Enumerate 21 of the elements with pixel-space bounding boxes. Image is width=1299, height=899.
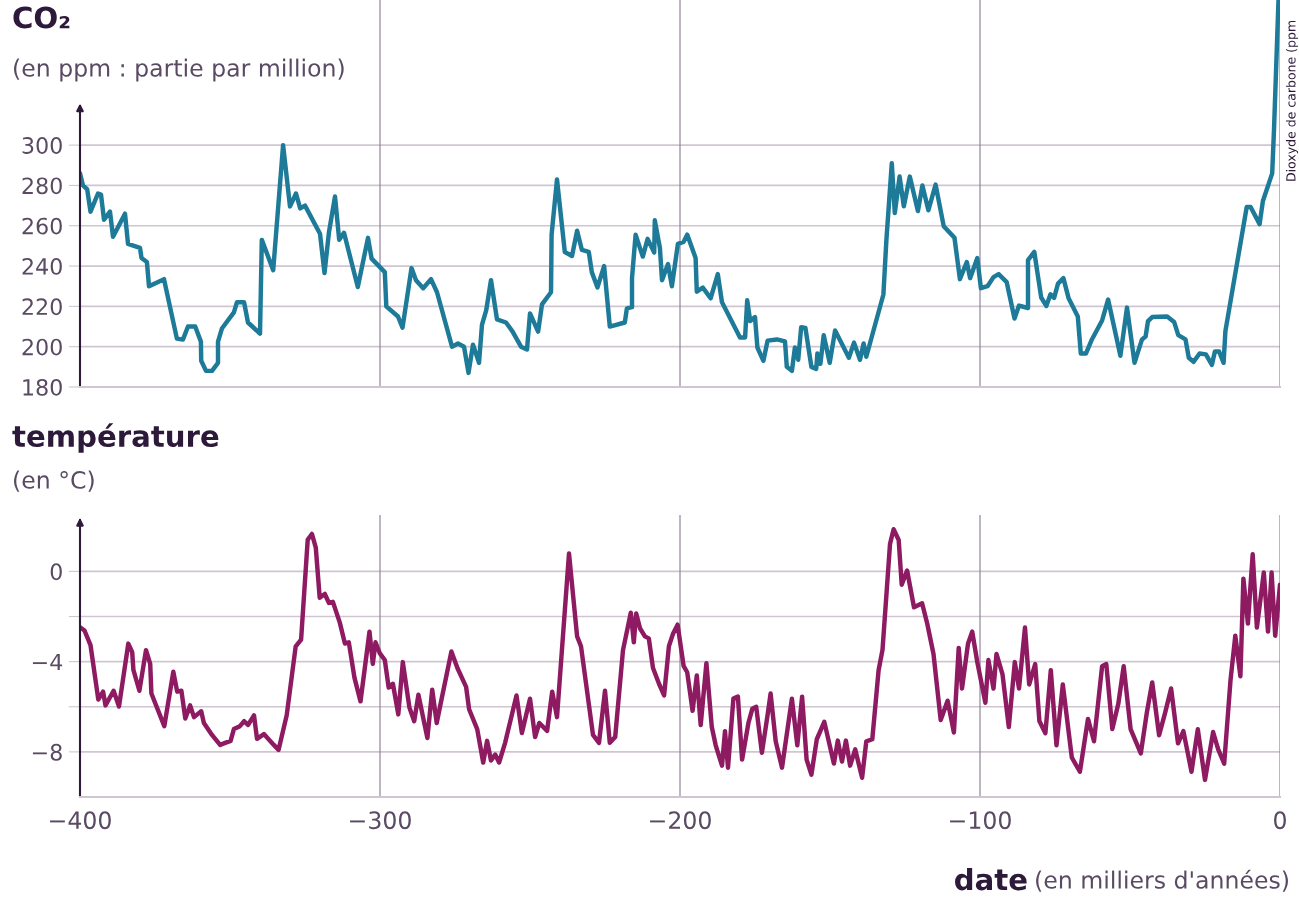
y-tick-label: −8 [32,743,62,761]
chart-title: CO₂ [13,6,70,29]
x-tick-label: −300 [350,811,411,830]
y-tick-label: 260 [22,217,62,235]
y-tick-label: 240 [22,258,62,275]
y-tick-label: 0 [50,563,62,581]
y-tick-label: 220 [22,298,62,316]
x-axis-title: date (en milliers d'années) [955,867,1288,892]
y-tick-label: 280 [22,177,62,195]
y-tick-label: 200 [22,338,62,356]
y-tick-label: −4 [32,653,63,671]
x-tick-label: 0 [1274,811,1286,830]
y-tick-label: 180 [23,378,62,396]
y-tick-label: 300 [22,137,62,154]
text: (en ppm : partie par million) [14,58,344,82]
chart-subtitle: (en °C) [14,470,94,492]
x-tick-label: −100 [950,811,1011,830]
x-tick-label: −200 [650,811,711,830]
chart-title: température [12,423,219,453]
text: Dioxyde de carbone (ppm [1285,20,1299,181]
x-tick-label: −400 [50,811,111,830]
